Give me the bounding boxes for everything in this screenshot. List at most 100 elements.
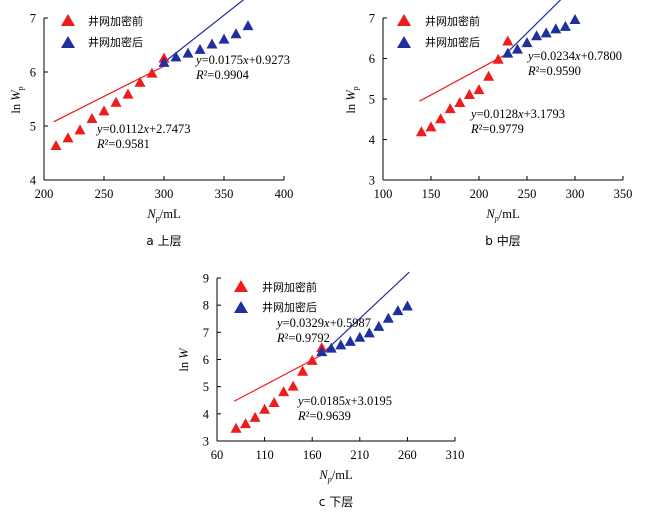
point-after — [569, 14, 581, 25]
point-after — [354, 331, 366, 342]
legend-label-after: 井网加密后 — [425, 35, 480, 49]
y-tick-label: 5 — [203, 380, 209, 394]
y-tick-label: 4 — [369, 133, 376, 147]
point-before — [492, 53, 504, 64]
point-before — [122, 88, 134, 99]
caption: c 下层 — [319, 495, 353, 509]
y-tick-label: 7 — [369, 12, 375, 26]
y-tick-label: 6 — [203, 353, 209, 367]
y-tick-label: 7 — [203, 326, 209, 340]
x-axis-label: Np/mL — [146, 207, 180, 223]
y-tick-label: 6 — [369, 52, 375, 66]
point-after — [550, 23, 562, 34]
panel-c: 60 110 160 210 260 310 3 4 5 6 7 8 9 井网加密前 井网加密后 y=0… — [177, 272, 464, 510]
x-tick-label: 60 — [211, 448, 224, 462]
y-tick-label: 9 — [203, 272, 209, 286]
legend: 井网加密前 井网加密后 — [234, 280, 317, 314]
x-tick-label: 250 — [518, 187, 537, 201]
point-before — [287, 380, 299, 391]
point-after — [194, 43, 206, 54]
point-before — [110, 96, 122, 107]
r2-after-text: ²=0.9904 — [204, 68, 250, 82]
point-after — [559, 20, 571, 31]
y-tick-label: 3 — [369, 174, 375, 188]
x-tick-label: 350 — [215, 187, 234, 201]
legend-marker-after — [61, 36, 75, 48]
y-tick-label: 8 — [203, 299, 209, 313]
r2-before: R²=0.9779 — [470, 122, 524, 136]
point-after — [242, 20, 254, 31]
point-before — [74, 124, 86, 135]
x-tick-label: 250 — [95, 187, 114, 201]
legend-label-after: 井网加密后 — [262, 300, 317, 314]
point-before — [278, 386, 290, 397]
panel-a: 200 250 300 350 400 4 5 6 7 井网加密前 井网加密后 y=0.0175… — [9, 0, 293, 248]
point-before — [268, 396, 280, 407]
point-after — [316, 346, 328, 357]
x-tick-label: 350 — [614, 187, 633, 201]
equation-before: y=0.0112x+2.7473 — [95, 122, 191, 136]
r2-before: R²=0.9581 — [96, 137, 150, 151]
point-before — [454, 97, 466, 108]
y-axis-label: ln W — [177, 347, 191, 372]
point-before — [425, 121, 437, 132]
y-axis-label: ln Wp — [344, 86, 360, 113]
r2-after: R²=0.9904 — [195, 68, 250, 82]
y-tick-label: 5 — [369, 93, 375, 107]
point-before — [98, 105, 110, 116]
x-axis-label: Np/mL — [485, 207, 519, 223]
point-before — [50, 139, 62, 150]
r2-after-text: ²=0.9792 — [285, 331, 330, 345]
equation-after: y=0.0234x+0.7800 — [526, 49, 622, 63]
point-after — [401, 300, 413, 311]
legend: 井网加密前 井网加密后 — [61, 14, 143, 49]
x-tick-label: 100 — [374, 187, 393, 201]
r2-before-text: ²=0.9779 — [479, 122, 524, 136]
legend-label-after: 井网加密后 — [88, 35, 143, 49]
x-tick-label: 210 — [350, 448, 369, 462]
equation-before-text: =0.0185x+3.0195 — [304, 394, 392, 408]
r2-before-text: ²=0.9639 — [306, 409, 351, 423]
r2-after-text: ²=0.9590 — [536, 64, 581, 78]
point-before — [473, 84, 485, 95]
r2-after: R²=0.9792 — [276, 331, 330, 345]
point-before — [415, 126, 427, 137]
fit-line-after — [162, 0, 245, 64]
legend: 井网加密前 井网加密后 — [397, 14, 480, 49]
legend-marker-after — [397, 36, 411, 48]
point-after — [335, 339, 347, 350]
point-before — [259, 403, 271, 414]
x-tick-label: 300 — [155, 187, 174, 201]
y-tick-label: 5 — [30, 120, 36, 134]
point-before — [463, 88, 475, 99]
point-after — [373, 320, 385, 331]
legend-label-before: 井网加密前 — [88, 14, 143, 28]
x-tick-label: 200 — [470, 187, 489, 201]
point-after — [182, 47, 194, 58]
equation-before: y=0.0185x+3.0195 — [296, 394, 392, 408]
point-after — [218, 33, 230, 44]
point-after — [363, 327, 375, 338]
x-tick-label: 160 — [303, 448, 322, 462]
x-tick-label: 400 — [275, 187, 294, 201]
legend-marker-before — [397, 14, 411, 26]
x-tick-label: 150 — [422, 187, 441, 201]
equation-after: y=0.0329x+0.5987 — [275, 316, 371, 330]
point-before — [134, 76, 146, 87]
y-tick-label: 6 — [30, 66, 36, 80]
equation-after-text: =0.0234x+0.7800 — [534, 49, 622, 63]
y-tick-label: 7 — [30, 12, 36, 26]
x-tick-label: 110 — [255, 448, 273, 462]
r2-after: R²=0.9590 — [527, 64, 581, 78]
point-after — [344, 335, 356, 346]
point-after — [521, 37, 533, 48]
x-tick-label: 300 — [566, 187, 585, 201]
point-before — [230, 422, 242, 433]
point-after — [170, 51, 182, 62]
equation-after-text: =0.0329x+0.5987 — [283, 316, 371, 330]
point-before — [62, 132, 74, 143]
point-before — [502, 35, 514, 46]
legend-marker-after — [234, 301, 248, 313]
fit-line-before — [53, 65, 166, 123]
